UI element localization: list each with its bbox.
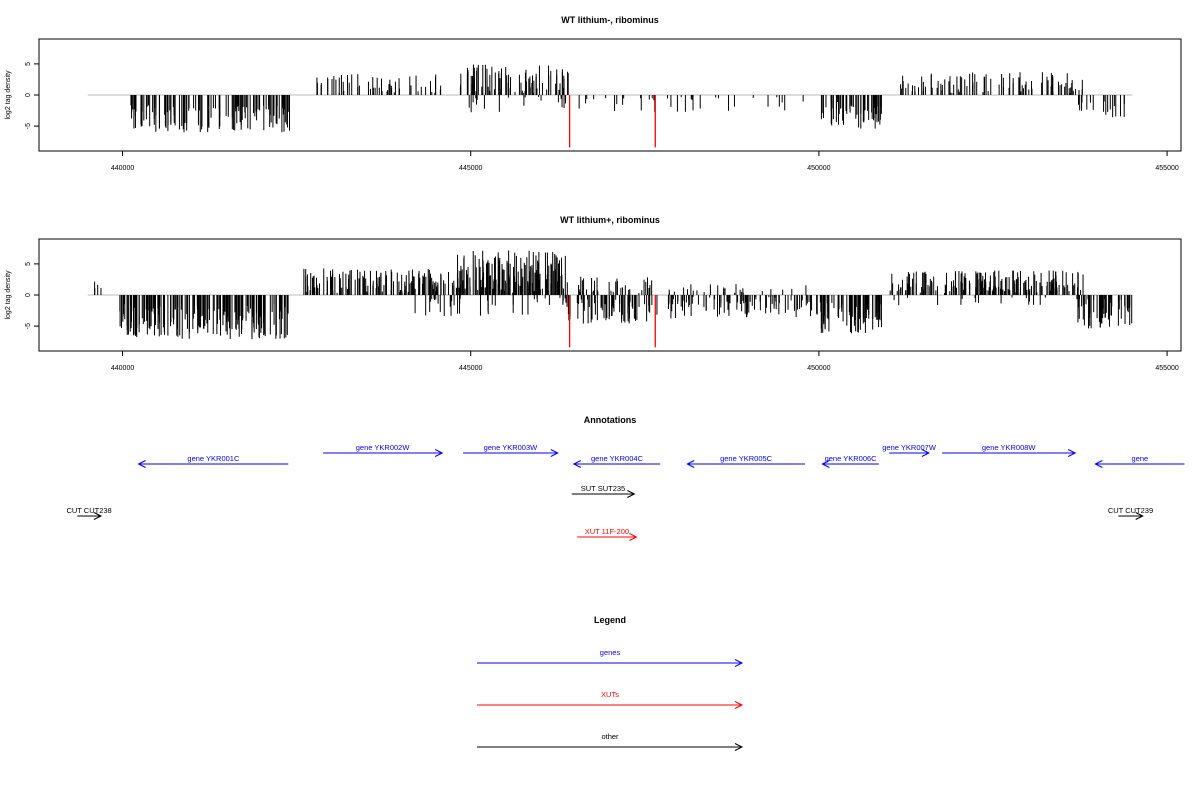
- legend-arrow: [477, 743, 744, 751]
- x-tick-label: 440000: [111, 365, 134, 372]
- feature-label: gene YKR006C: [825, 454, 878, 463]
- x-tick-label: 455000: [1155, 365, 1178, 372]
- panel-title: WT lithium-, ribominus: [561, 15, 659, 25]
- feature-arrow: [942, 449, 1077, 457]
- feature-label: gene YKR001C: [187, 454, 240, 463]
- feature-arrow: [1094, 460, 1185, 468]
- feature-label: gene YKR004C: [591, 454, 644, 463]
- feature-arrow: [889, 449, 931, 457]
- feature-label: SUT SUT235: [581, 484, 625, 493]
- feature-label: gene YKR002W: [356, 443, 411, 452]
- feature-arrow: [77, 512, 103, 520]
- feature-label: gene YKR003W: [484, 443, 539, 452]
- annotation-track: Annotations gene YKR001C gene YKR002W gene…: [66, 415, 1185, 541]
- x-tick-label: 450000: [807, 165, 830, 172]
- feature-arrow: [821, 460, 879, 468]
- feature-arrow: [323, 449, 444, 457]
- feature-arrow: [577, 533, 638, 541]
- panel-title: WT lithium+, ribominus: [560, 215, 660, 225]
- feature-label: gene YKR007W: [882, 443, 937, 452]
- feature-arrow: [1118, 512, 1144, 520]
- y-tick-label: -5: [25, 123, 32, 129]
- feature-arrow: [571, 490, 636, 498]
- x-tick-label: 450000: [807, 365, 830, 372]
- feature-label: CUT CUT238: [66, 506, 111, 515]
- y-tick-label: 0: [25, 293, 32, 297]
- feature-arrow: [463, 449, 559, 457]
- y-tick-label: 0: [25, 93, 32, 97]
- legend-label: genes: [600, 648, 621, 657]
- x-tick-label: 455000: [1155, 165, 1178, 172]
- feature-arrow: [572, 460, 661, 468]
- y-tick-label: -5: [25, 323, 32, 329]
- y-axis-label: log2 tag density: [5, 70, 12, 120]
- feature-arrow: [686, 460, 805, 468]
- feature-label: XUT 11F-200: [585, 527, 629, 536]
- x-tick-label: 445000: [459, 365, 482, 372]
- x-tick-label: 445000: [459, 165, 482, 172]
- legend-arrow: [477, 701, 744, 709]
- y-tick-label: 5: [25, 262, 32, 266]
- feature-arrow: [137, 460, 289, 468]
- feature-label: gene: [1132, 454, 1149, 463]
- feature-label: gene YKR005C: [720, 454, 773, 463]
- legend-label: XUTs: [601, 690, 619, 699]
- feature-label: CUT CUT239: [1108, 506, 1153, 515]
- x-tick-label: 440000: [111, 165, 134, 172]
- legend-title: Legend: [594, 615, 626, 625]
- y-axis-label: log2 tag density: [5, 270, 12, 320]
- legend-label: other: [601, 732, 619, 741]
- coverage-panel-lithium-plus: WT lithium+, ribominus log2 tag density …: [5, 215, 1182, 372]
- y-tick-label: 5: [25, 62, 32, 66]
- legend-arrow: [477, 659, 744, 667]
- legend: Legend genes XUTs other: [477, 615, 744, 751]
- coverage-panel-lithium-minus: WT lithium-, ribominus log2 tag density …: [5, 15, 1182, 172]
- feature-label: gene YKR008W: [982, 443, 1037, 452]
- annotations-title: Annotations: [584, 415, 637, 425]
